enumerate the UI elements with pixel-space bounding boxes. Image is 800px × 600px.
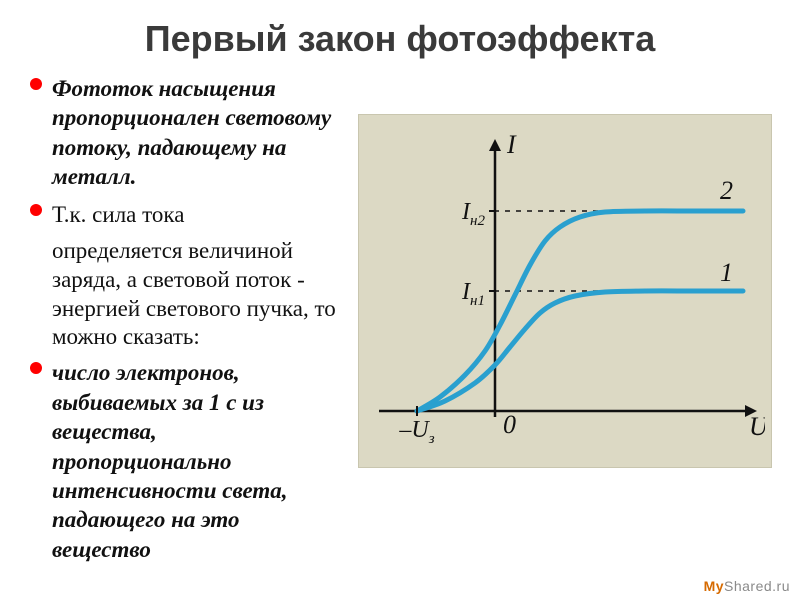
- svg-text:1: 1: [720, 258, 733, 287]
- bullet-list: Фототок насыщения пропорционален светово…: [30, 74, 340, 229]
- watermark-prefix: My: [704, 578, 724, 594]
- bullet-icon: [30, 362, 42, 374]
- svg-text:Iн1: Iн1: [461, 279, 485, 309]
- bullet-item-1: Фототок насыщения пропорционален светово…: [30, 74, 340, 192]
- chart-frame: I U 0 Iн1 Iн2 –Uз 1 2: [358, 114, 772, 468]
- watermark: MyShared.ru: [704, 578, 790, 594]
- watermark-suffix: Shared.ru: [724, 578, 790, 594]
- paragraph-text: определяется величиной заряда, а светово…: [52, 238, 336, 349]
- bullet-list-2: число электронов, выбиваемых за 1 с из в…: [30, 358, 340, 564]
- bullet-item-2: Т.к. сила тока: [30, 200, 340, 229]
- svg-text:I: I: [506, 130, 517, 159]
- svg-text:Iн2: Iн2: [461, 199, 485, 229]
- svg-text:U: U: [749, 412, 765, 441]
- bullet-text: Т.к. сила тока: [52, 202, 184, 227]
- text-column: Фототок насыщения пропорционален светово…: [30, 74, 350, 572]
- bullet-text: число электронов, выбиваемых за 1 с из в…: [52, 360, 288, 562]
- bullet-icon: [30, 78, 42, 90]
- svg-text:0: 0: [503, 410, 516, 439]
- paragraph: определяется величиной заряда, а светово…: [30, 237, 340, 352]
- page-title: Первый закон фотоэффекта: [0, 0, 800, 74]
- iv-chart: I U 0 Iн1 Iн2 –Uз 1 2: [365, 121, 765, 461]
- svg-text:2: 2: [720, 176, 733, 205]
- bullet-text: Фототок насыщения пропорционален светово…: [52, 76, 331, 189]
- svg-text:–Uз: –Uз: [398, 417, 434, 447]
- bullet-item-3: число электронов, выбиваемых за 1 с из в…: [30, 358, 340, 564]
- bullet-icon: [30, 204, 42, 216]
- chart-column: I U 0 Iн1 Iн2 –Uз 1 2: [350, 74, 780, 572]
- content-area: Фототок насыщения пропорционален светово…: [0, 74, 800, 572]
